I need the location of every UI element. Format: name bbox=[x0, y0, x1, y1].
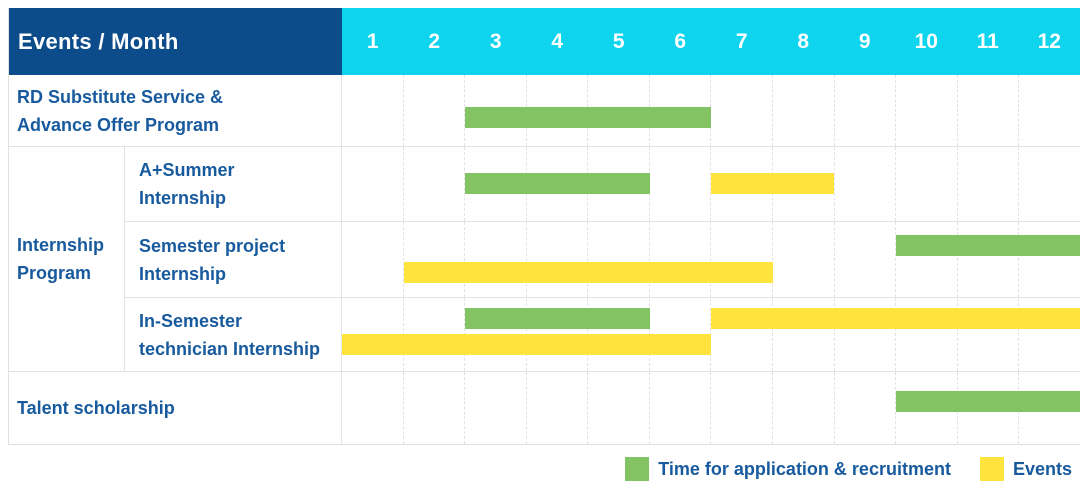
month-label: 10 bbox=[914, 29, 938, 53]
table-header-row: Events / Month 1 2 3 4 5 6 7 8 9 10 11 12 bbox=[9, 8, 1080, 75]
month-label: 6 bbox=[674, 29, 687, 53]
month-gridline bbox=[835, 75, 897, 146]
month-gridline bbox=[711, 222, 774, 297]
month-gridline bbox=[650, 222, 712, 297]
month-label: 4 bbox=[551, 29, 564, 53]
month-gridline bbox=[650, 372, 712, 444]
legend-label: Events bbox=[1012, 458, 1072, 479]
internship-program-group: Internship Program A+Summer Internship S… bbox=[9, 147, 1080, 372]
legend-label: Time for application & recruitment bbox=[658, 458, 951, 479]
month-gridline bbox=[711, 372, 774, 444]
month-gridline bbox=[773, 147, 835, 221]
month-label: 9 bbox=[858, 29, 871, 53]
month-gridline bbox=[1019, 222, 1080, 297]
month-gridline bbox=[896, 298, 958, 371]
events-swatch-icon bbox=[979, 457, 1004, 481]
month-gridline bbox=[773, 298, 835, 371]
application-swatch-icon bbox=[625, 457, 650, 481]
gantt-bar-event bbox=[711, 308, 1080, 329]
table-row: RD Substitute Service & Advance Offer Pr… bbox=[9, 75, 1080, 147]
month-label: 8 bbox=[797, 29, 810, 53]
gantt-table: Events / Month 1 2 3 4 5 6 7 8 9 10 11 12 RD Substi… bbox=[8, 8, 1080, 445]
month-gridline bbox=[527, 222, 589, 297]
month-gridline bbox=[958, 298, 1020, 371]
month-gridline bbox=[1019, 147, 1080, 221]
row-timeline bbox=[342, 222, 1080, 297]
month-gridline bbox=[896, 147, 958, 221]
row-label: Semester project Internship bbox=[125, 222, 342, 297]
month-gridline bbox=[404, 75, 466, 146]
month-gridline bbox=[835, 147, 897, 221]
month-gridline bbox=[404, 222, 466, 297]
month-label: 3 bbox=[489, 29, 502, 53]
month-gridline bbox=[835, 222, 897, 297]
month-gridline bbox=[342, 147, 404, 221]
month-gridline bbox=[896, 75, 958, 146]
month-header: 1 2 3 4 5 6 7 8 9 10 11 12 bbox=[342, 8, 1080, 75]
table-row: A+Summer Internship bbox=[125, 147, 1080, 222]
gantt-bar-event bbox=[342, 334, 711, 355]
table-row: Talent scholarship bbox=[9, 372, 1080, 444]
month-gridline bbox=[711, 75, 774, 146]
month-gridline bbox=[342, 222, 404, 297]
gantt-bar-application bbox=[895, 391, 1080, 412]
row-label: RD Substitute Service & Advance Offer Pr… bbox=[9, 75, 342, 146]
row-timeline bbox=[342, 75, 1080, 146]
gantt-bar-event bbox=[403, 262, 773, 283]
table-header-title: Events / Month bbox=[9, 8, 342, 75]
month-label: 11 bbox=[976, 29, 999, 53]
month-gridline bbox=[958, 222, 1020, 297]
row-timeline bbox=[342, 372, 1080, 444]
gantt-bar-application bbox=[465, 173, 650, 194]
legend: Time for application & recruitment Event… bbox=[625, 457, 1072, 481]
table-row: Semester project Internship bbox=[125, 222, 1080, 298]
month-gridline bbox=[1019, 75, 1080, 146]
month-label: 7 bbox=[735, 29, 748, 53]
month-gridline bbox=[465, 222, 527, 297]
month-gridline bbox=[588, 222, 650, 297]
month-gridline bbox=[958, 147, 1020, 221]
month-gridline bbox=[896, 222, 958, 297]
month-gridline bbox=[958, 75, 1020, 146]
month-gridline bbox=[773, 75, 835, 146]
row-label: A+Summer Internship bbox=[125, 147, 342, 221]
month-gridline bbox=[650, 147, 712, 221]
row-label: In-Semester technician Internship bbox=[125, 298, 342, 371]
group-label: Internship Program bbox=[9, 147, 125, 371]
month-gridline bbox=[404, 147, 466, 221]
month-gridline bbox=[342, 75, 404, 146]
month-gridline bbox=[588, 372, 650, 444]
month-label: 2 bbox=[428, 29, 441, 53]
row-timeline bbox=[342, 298, 1080, 371]
legend-item-application: Time for application & recruitment bbox=[625, 457, 951, 481]
gantt-bar-event bbox=[711, 173, 834, 194]
row-timeline bbox=[342, 147, 1080, 221]
month-gridline bbox=[404, 372, 466, 444]
gantt-bar-application bbox=[465, 308, 650, 329]
month-gridline bbox=[342, 372, 404, 444]
month-gridline bbox=[773, 372, 835, 444]
month-gridline bbox=[465, 372, 527, 444]
group-rows: A+Summer Internship Semester project Int… bbox=[125, 147, 1080, 371]
month-label: 5 bbox=[612, 29, 625, 53]
gantt-bar-application bbox=[465, 107, 711, 128]
row-label: Talent scholarship bbox=[9, 372, 342, 444]
month-gridline bbox=[711, 298, 774, 371]
month-gridline bbox=[527, 372, 589, 444]
month-gridline bbox=[773, 222, 835, 297]
legend-item-events: Events bbox=[979, 457, 1072, 481]
month-gridline bbox=[835, 372, 897, 444]
gantt-bar-application bbox=[895, 235, 1080, 256]
month-gridline bbox=[835, 298, 897, 371]
month-label: 1 bbox=[366, 29, 379, 53]
table-row: In-Semester technician Internship bbox=[125, 298, 1080, 371]
month-label: 12 bbox=[1037, 29, 1061, 53]
